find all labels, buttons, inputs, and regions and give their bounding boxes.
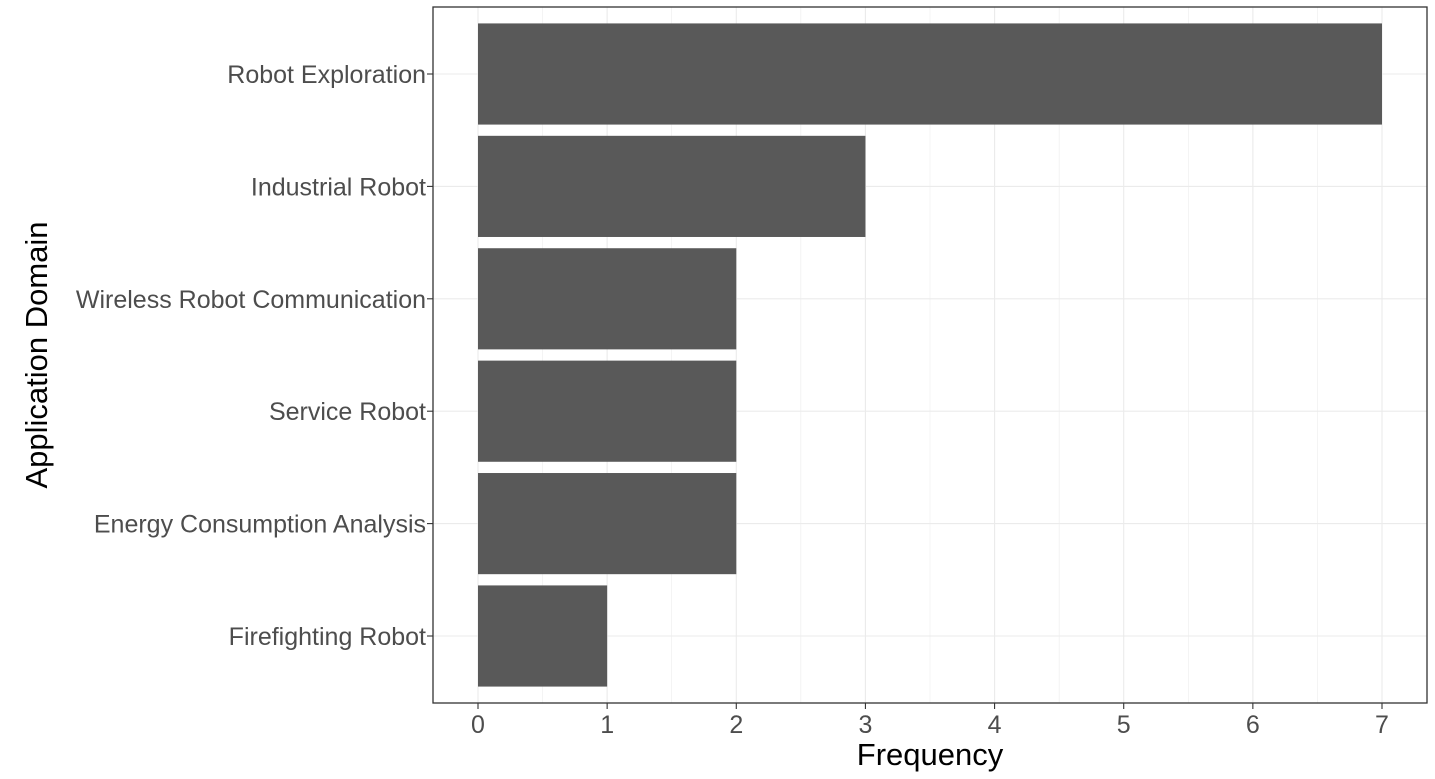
bar	[478, 585, 608, 687]
x-axis-title: Frequency	[857, 737, 1004, 772]
y-tick-label: Energy Consumption Analysis	[94, 511, 426, 539]
x-tick-label: 2	[729, 711, 743, 739]
x-tick-label: 7	[1375, 711, 1389, 739]
x-axis: 0 1 2 3 4 5 6 7	[471, 703, 1389, 739]
bars	[478, 23, 1382, 687]
x-tick-label: 3	[858, 711, 872, 739]
bar	[478, 473, 737, 575]
x-tick-label: 1	[600, 711, 614, 739]
y-axis: Robot Exploration Industrial Robot Wireles…	[76, 61, 433, 651]
panel-border	[432, 6, 1428, 704]
x-tick-label: 6	[1246, 711, 1260, 739]
y-tick-label: Robot Exploration	[227, 61, 426, 89]
y-tick-label: Industrial Robot	[251, 173, 426, 201]
bar	[478, 248, 737, 350]
bar	[478, 23, 1382, 125]
y-axis-title: Application Domain	[19, 221, 54, 488]
bar	[478, 135, 866, 237]
x-tick-label: 4	[988, 711, 1002, 739]
x-tick-label: 0	[471, 711, 485, 739]
x-tick-label: 5	[1117, 711, 1131, 739]
y-tick-label: Wireless Robot Communication	[76, 286, 426, 314]
bar	[478, 360, 737, 462]
y-tick-label: Service Robot	[269, 398, 426, 426]
y-tick-label: Firefighting Robot	[229, 623, 426, 651]
